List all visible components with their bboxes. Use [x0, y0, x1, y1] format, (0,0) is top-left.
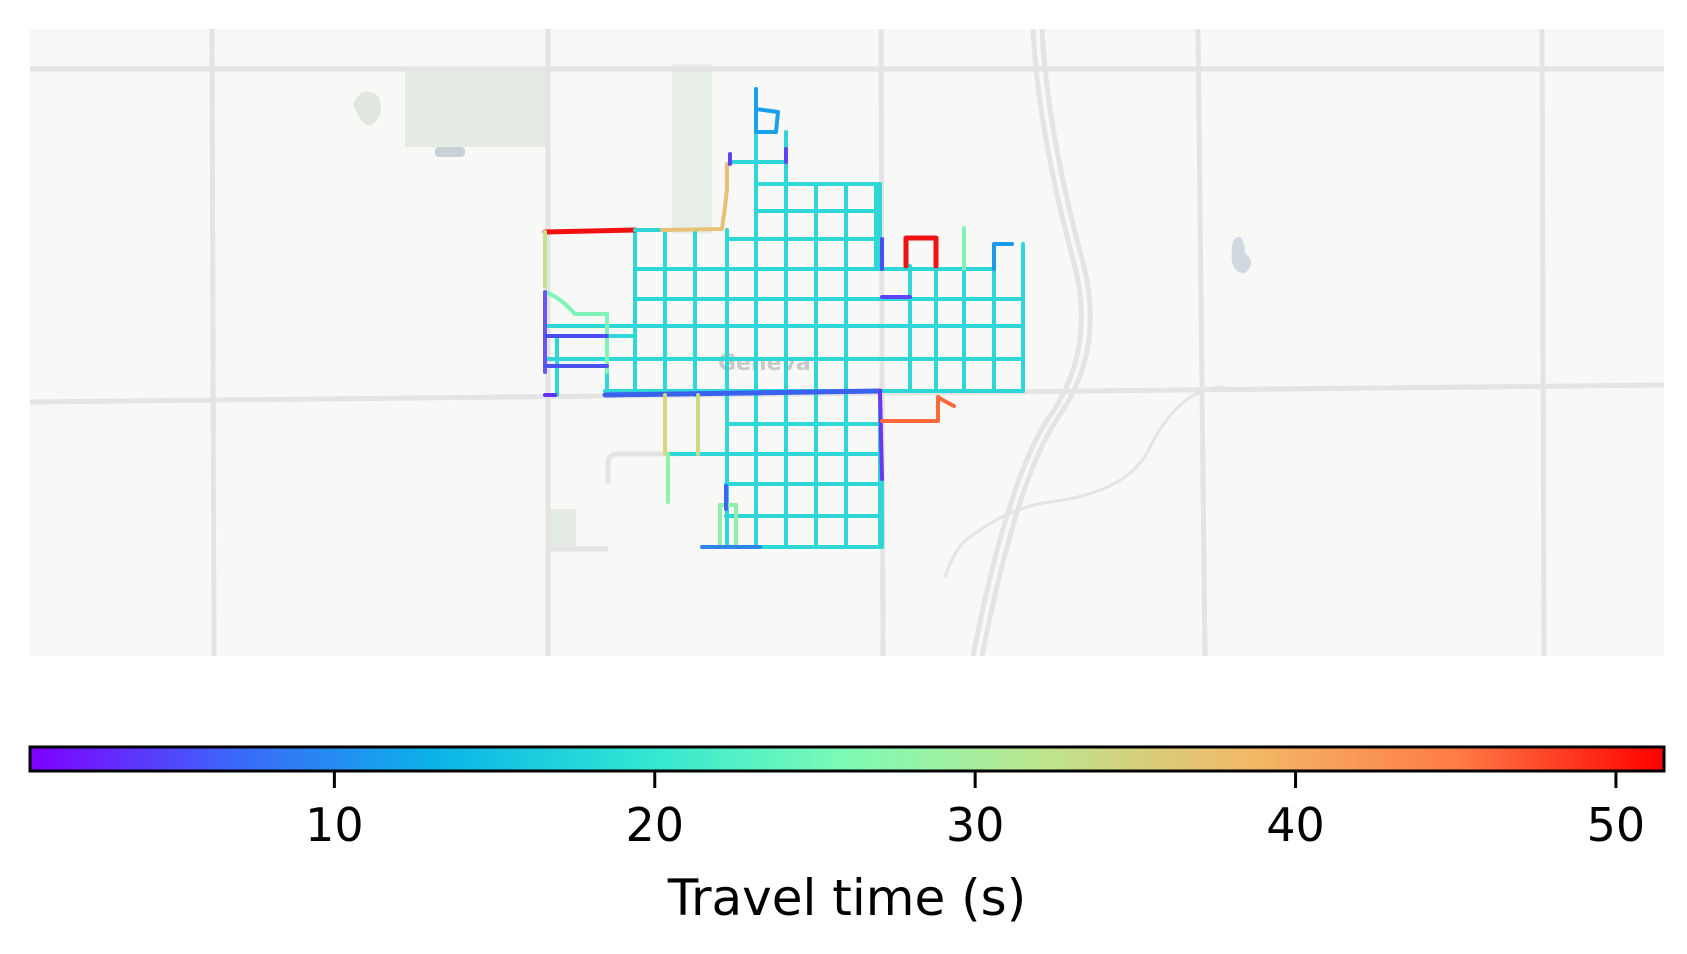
- colorbar-tick-label: 30: [946, 798, 1005, 852]
- pond: [353, 91, 382, 126]
- colorbar-ticks: 10 20 30 40 50: [305, 771, 1645, 852]
- place-label: Geneva: [718, 351, 811, 376]
- basemap-landuse: [353, 64, 1251, 547]
- street-edge: [660, 162, 729, 232]
- street-edge: [878, 389, 884, 481]
- colorbar-tick-label: 20: [625, 798, 684, 852]
- street-edge: [880, 395, 956, 423]
- street-edge: [992, 242, 1014, 271]
- street-edge: [602, 388, 883, 398]
- pond: [1231, 237, 1251, 273]
- colorbar-gradient: [28, 745, 1666, 773]
- street-edge: [903, 235, 939, 269]
- colorbar-label: Travel time (s): [667, 869, 1026, 927]
- street-edge: [543, 290, 609, 374]
- colorbar-tick-label: 10: [305, 798, 364, 852]
- street-network-map: Geneva: [30, 29, 1664, 656]
- colorbar-tick-label: 40: [1266, 798, 1325, 852]
- street-edge: [754, 87, 780, 134]
- park-area: [405, 69, 548, 147]
- street-edges: [542, 87, 1025, 549]
- park-area: [672, 64, 712, 234]
- pond: [435, 147, 465, 157]
- street-edge: [542, 227, 638, 235]
- colorbar-tick-label: 50: [1587, 798, 1646, 852]
- park-area: [548, 509, 576, 547]
